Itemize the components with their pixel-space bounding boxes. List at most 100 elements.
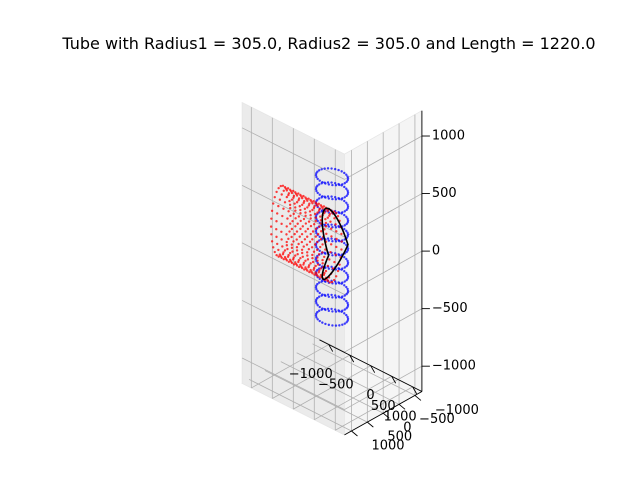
tube-x-point [302,245,305,248]
tube-x-point [321,243,324,246]
tube-x-point [309,268,312,272]
tube-x-point [270,217,273,220]
tube-z-point [321,181,324,184]
tube-x-point [325,232,328,236]
grid-line [241,127,345,180]
tube-z-point [320,168,323,171]
tube-x-point [291,189,295,193]
z-tick-label: −1000 [432,359,476,374]
tube-z-point [343,241,346,245]
tube-z-point [341,309,344,312]
tube-x-point [319,274,323,277]
tube-x-point [312,222,316,226]
tube-x-point [317,253,321,256]
tube-x-point [280,230,283,233]
tube-z-point [338,197,341,201]
tube-x-point [314,264,317,268]
tube-z-point [314,187,318,191]
tube-z-point [343,298,346,301]
x-tick-label: 500 [371,399,396,414]
tube-z-point [346,273,349,277]
tube-x-point [301,255,305,258]
tube-z-point [343,280,346,283]
tube-x-point [328,258,331,261]
tube-x-point [279,184,282,188]
tube-x-point [277,186,280,190]
tube-z-point [321,195,324,198]
tube-x-point [294,206,297,209]
tube-x-point [323,255,326,259]
tube-z-point [345,229,348,233]
tube-x-point [334,275,338,278]
tube-z-point [345,264,348,268]
tube-z-point [315,189,318,193]
tube-z-point [343,171,346,175]
y-tick-label: 1000 [371,438,404,453]
grid-line [241,242,345,295]
tube-z-point [316,304,319,307]
tube-x-point [292,212,295,216]
tube-x-point [309,214,312,217]
tube-z-point [314,258,318,261]
tube-z-point [316,191,319,195]
tube-z-point [338,211,341,215]
tube-x-point [290,261,294,265]
tube-z-point [346,317,350,321]
tube-z-point [326,181,330,184]
tube-x-point [269,225,273,228]
tube-x-point [319,230,323,233]
tube-x-point [292,256,295,259]
tube-x-point [275,190,278,194]
tube-z-point [331,324,334,327]
tube-x-point [326,279,330,283]
tube-z-point [318,319,321,323]
tube-x-point [309,224,313,228]
tube-x-point [281,245,284,248]
tube-z-point [315,246,318,249]
tube-z-point [315,175,318,179]
tube-x-point [292,194,296,198]
tube-z-point [345,180,348,184]
tube-x-point [291,219,294,223]
tube-x-point [311,253,314,257]
tube-x-point [301,225,305,228]
tube-z-point [346,301,349,305]
tube-x-point [312,250,316,253]
tube-x-point [270,233,273,236]
tube-z-point [334,282,338,285]
tube-z-point [333,308,337,311]
tube-z-point [326,307,330,310]
tube-z-point [346,303,350,307]
tube-z-point [346,217,349,220]
tube-x-point [302,261,306,265]
tube-x-point [282,189,285,192]
tube-z-point [345,313,348,317]
tube-x-point [303,238,307,241]
tube-z-point [331,240,334,243]
tube-x-point [272,246,275,249]
tube-x-point [285,195,289,199]
y-tick-mark [398,403,406,410]
tube-x-point [319,219,323,222]
tube-z-point [345,257,348,261]
tube-z-point [314,230,318,233]
tube-z-point [346,205,350,208]
grid-line [241,185,345,238]
tube-x-point [313,212,317,216]
tube-z-point [338,268,341,271]
tube-x-point [300,232,304,236]
tube-x-point [303,207,307,211]
tube-z-point [338,324,341,327]
tube-x-point [275,253,278,257]
tube-z-point [318,197,321,200]
tube-x-point [280,238,283,241]
tube-z-point [327,197,331,200]
tube-z-point [343,294,346,297]
tube-z-point [326,167,330,170]
tube-x-point [300,195,303,198]
tube-z-point [333,181,337,185]
tube-z-point [330,265,333,269]
tube-x-point [288,203,292,207]
tube-z-point [315,316,318,319]
tube-x-point [311,272,314,275]
